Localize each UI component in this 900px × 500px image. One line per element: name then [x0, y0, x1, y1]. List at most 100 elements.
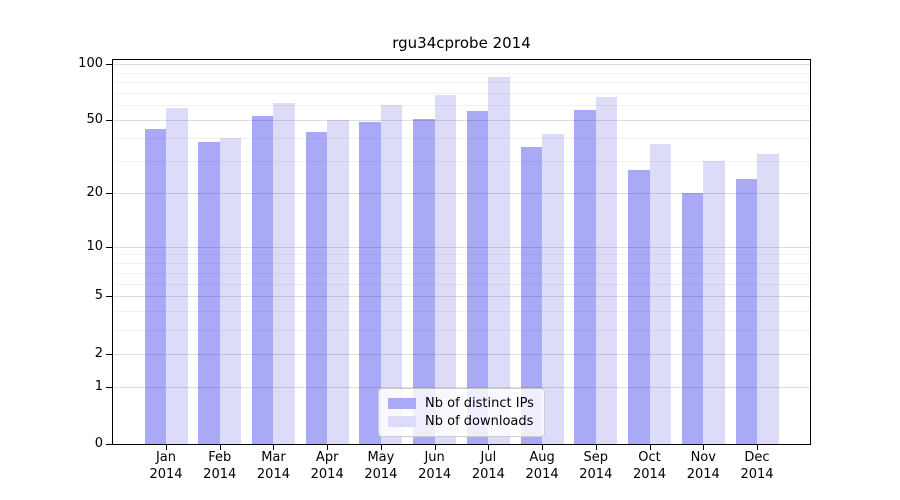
x-tick-month-oct: Oct: [638, 450, 661, 465]
x-tick-year-jul: 2014: [471, 467, 505, 482]
bar-jun-distinct-ips: [413, 118, 435, 444]
x-tick-year-apr: 2014: [310, 467, 344, 482]
x-tick-jul: [488, 444, 490, 450]
bar-sep-distinct-ips: [574, 109, 596, 444]
bar-aug-downloads: [542, 134, 564, 444]
bar-aug-distinct-ips: [520, 146, 543, 444]
y-tick-2: [106, 353, 113, 355]
bar-may-distinct-ips: [359, 121, 381, 444]
x-tick-month-nov: Nov: [690, 450, 716, 465]
x-tick-month-dec: Dec: [744, 450, 770, 465]
legend-swatch-downloads: [388, 416, 416, 428]
gridline-major-100: [113, 63, 810, 65]
x-tick-year-oct: 2014: [632, 467, 667, 482]
bar-oct-downloads: [649, 144, 672, 444]
x-tick-dec: [757, 444, 758, 450]
x-tick-jun: [434, 444, 436, 450]
x-tick-label-mar: Mar 2014: [241, 449, 305, 483]
x-tick-aug: [542, 444, 544, 450]
x-tick-label-may: May 2014: [349, 449, 413, 483]
y-tick-label-50: 50: [86, 112, 103, 128]
x-tick-label-dec: Dec 2014: [725, 449, 789, 483]
y-tick-5: [106, 296, 113, 298]
x-tick-label-jun: Jun 2014: [403, 449, 467, 483]
y-tick-label-5: 5: [94, 288, 103, 304]
x-tick-year-feb: 2014: [203, 467, 237, 482]
x-tick-nov: [703, 444, 705, 450]
x-tick-year-jan: 2014: [149, 467, 183, 482]
bar-jan-distinct-ips: [144, 128, 166, 444]
gridline-minor-70: [113, 92, 810, 94]
bar-apr-distinct-ips: [305, 132, 328, 444]
y-tick-label-10: 10: [86, 238, 103, 254]
x-tick-apr: [327, 444, 329, 450]
bar-feb-distinct-ips: [198, 142, 220, 444]
x-tick-sep: [595, 444, 597, 450]
bar-jul-downloads: [488, 77, 510, 444]
bar-jan-downloads: [166, 108, 188, 444]
bar-dec-distinct-ips: [735, 178, 757, 444]
y-tick-20: [106, 193, 113, 195]
x-tick-month-jan: Jan: [155, 450, 177, 465]
bar-jun-downloads: [434, 95, 457, 444]
x-tick-label-oct: Oct 2014: [618, 449, 682, 483]
x-tick-label-aug: Aug 2014: [510, 449, 574, 483]
chart-title: rgu34cprobe 2014: [392, 34, 531, 52]
x-tick-label-sep: Sep 2014: [564, 449, 628, 483]
x-tick-jan: [166, 444, 167, 450]
legend-item-downloads: Nb of downloads: [388, 414, 535, 429]
y-tick-label-20: 20: [86, 185, 103, 201]
legend: Nb of distinct IPs Nb of downloads: [378, 388, 545, 437]
bar-sep-downloads: [595, 96, 618, 444]
y-tick-1: [106, 386, 113, 388]
x-tick-label-jul: Jul 2014: [456, 449, 520, 483]
y-tick-label-1: 1: [94, 378, 103, 394]
y-tick-label-0: 0: [94, 436, 103, 451]
legend-label-distinct-ips: Nb of distinct IPs: [425, 395, 534, 411]
y-tick-label-100: 100: [78, 55, 103, 71]
x-tick-month-jun: Jun: [424, 450, 445, 465]
x-tick-year-nov: 2014: [686, 467, 720, 482]
bar-mar-distinct-ips: [251, 115, 274, 444]
legend-swatch-distinct-ips: [388, 397, 416, 409]
x-tick-year-may: 2014: [364, 467, 398, 482]
x-tick-year-mar: 2014: [256, 467, 290, 482]
x-tick-month-jul: Jul: [480, 450, 497, 465]
bar-may-downloads: [380, 105, 403, 444]
x-tick-year-dec: 2014: [740, 467, 774, 482]
x-tick-month-may: May: [367, 450, 395, 465]
x-tick-label-feb: Feb 2014: [188, 449, 252, 483]
bar-oct-distinct-ips: [628, 169, 650, 444]
bar-nov-distinct-ips: [681, 193, 704, 444]
x-tick-month-apr: Apr: [315, 450, 339, 465]
gridline-minor-60: [113, 105, 810, 107]
legend-item-distinct-ips: Nb of distinct IPs: [388, 396, 535, 411]
y-tick-label-2: 2: [94, 345, 103, 361]
plot-area: [112, 59, 811, 445]
gridline-minor-40: [113, 138, 810, 140]
bar-nov-downloads: [703, 161, 725, 444]
bar-jul-distinct-ips: [466, 111, 489, 444]
x-tick-mar: [273, 444, 275, 450]
y-tick-50: [106, 120, 113, 122]
y-tick-0: [106, 444, 113, 445]
legend-label-downloads: Nb of downloads: [425, 414, 534, 430]
gridline-minor-90: [113, 72, 810, 74]
x-tick-oct: [649, 444, 651, 450]
x-tick-may: [380, 444, 382, 450]
x-tick-month-feb: Feb: [208, 450, 232, 465]
gridline-minor-80: [113, 82, 810, 84]
bar-mar-downloads: [273, 102, 295, 444]
x-tick-label-jan: Jan 2014: [134, 449, 198, 483]
x-tick-year-aug: 2014: [525, 467, 559, 482]
bar-dec-downloads: [757, 153, 779, 444]
x-tick-year-jun: 2014: [418, 467, 452, 482]
x-tick-month-mar: Mar: [261, 450, 286, 465]
gridline-major-50: [113, 120, 810, 122]
x-tick-label-apr: Apr 2014: [295, 449, 359, 483]
bar-feb-downloads: [219, 138, 242, 444]
bar-apr-downloads: [327, 120, 349, 444]
y-tick-100: [106, 63, 113, 65]
x-tick-year-sep: 2014: [579, 467, 613, 482]
